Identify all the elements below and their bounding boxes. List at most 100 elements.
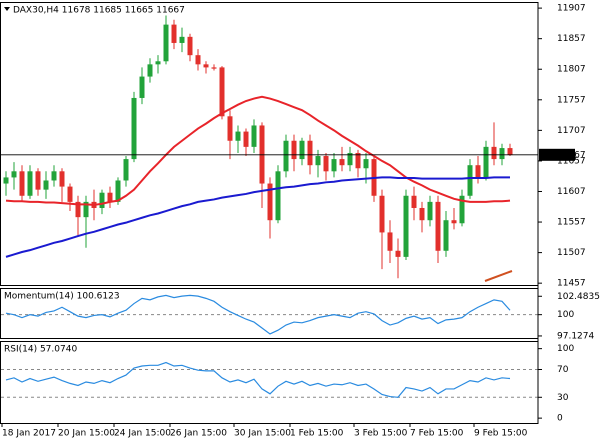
candle-body <box>491 146 497 160</box>
indicator-line <box>5 176 510 258</box>
candle-body <box>187 36 193 56</box>
candle-body <box>331 159 337 172</box>
x-tick-label: 26 Jan 15:00 <box>170 429 227 439</box>
candle-body <box>59 171 65 187</box>
y-tick-label: 100 <box>557 310 574 320</box>
candle-body <box>339 159 345 166</box>
candle-body <box>299 140 305 160</box>
candle-body <box>275 171 281 221</box>
candle-body <box>475 165 481 178</box>
candle-body <box>107 192 113 202</box>
title-bg <box>2 4 172 15</box>
x-tick-label: 30 Jan 15:00 <box>234 429 291 439</box>
candle-body <box>115 180 121 202</box>
candle-body <box>243 131 249 147</box>
x-tick-label: 9 Feb 15:00 <box>474 429 528 439</box>
x-tick-label: 1 Feb 15:00 <box>290 429 344 439</box>
candle-body <box>75 201 81 218</box>
candle-body <box>443 220 449 251</box>
candle-body <box>147 64 153 77</box>
x-tick-label: 24 Jan 15:00 <box>114 429 171 439</box>
candle-body <box>99 192 105 208</box>
indicator-line <box>5 95 511 206</box>
candle-body <box>131 97 137 160</box>
candle-body <box>315 156 321 166</box>
y-tick-label: 0 <box>557 414 563 424</box>
candle-body <box>379 195 385 233</box>
candle-body <box>435 201 441 251</box>
candle-body <box>427 201 433 221</box>
x-tick-label: 3 Feb 15:00 <box>354 429 408 439</box>
candle-body <box>123 159 129 181</box>
candle-body <box>179 36 185 43</box>
candle-body <box>283 140 289 172</box>
candle-body <box>83 201 89 218</box>
indicator-line <box>5 294 511 335</box>
candle-body <box>411 195 417 208</box>
candle-body <box>211 67 217 69</box>
candle-body <box>323 156 329 172</box>
candle-body <box>155 61 161 65</box>
candle-body <box>251 125 257 147</box>
symbol-icon <box>4 7 10 11</box>
candle-body <box>235 131 241 141</box>
candle-body <box>363 159 369 169</box>
last-price-label: 11667 <box>557 150 586 160</box>
candle-body <box>195 55 201 65</box>
candle-body <box>219 67 225 117</box>
y-tick-label: 97.1274 <box>557 331 594 341</box>
y-tick-label: 11757 <box>557 95 586 105</box>
candle-body <box>3 177 9 184</box>
candle-body <box>19 171 25 196</box>
y-tick-label: 102.4835 <box>557 292 600 302</box>
candle-body <box>499 148 505 160</box>
y-tick-label: 30 <box>557 393 569 403</box>
candle-body <box>35 171 41 190</box>
y-tick-label: 11507 <box>557 248 586 258</box>
panel-title: RSI(14) 57.0740 <box>4 345 77 355</box>
candle-body <box>507 148 513 155</box>
candle-body <box>347 152 353 166</box>
candle-body <box>67 186 73 202</box>
candle-body <box>203 64 209 68</box>
y-tick-label: 11907 <box>557 4 586 14</box>
candle-body <box>451 220 457 224</box>
y-tick-label: 11657 <box>557 156 586 166</box>
y-tick-label: 70 <box>557 365 569 375</box>
candle-body <box>459 195 465 224</box>
x-tick-label: 18 Jan 2017 <box>2 429 56 439</box>
y-tick-label: 11457 <box>557 279 586 289</box>
y-tick-label: 11607 <box>557 187 586 197</box>
candle-body <box>51 171 57 181</box>
panel-title: Momentum(14) 100.6123 <box>4 292 120 302</box>
candle-body <box>43 180 49 190</box>
candle-body <box>27 171 33 196</box>
y-tick-label: 11557 <box>557 218 586 228</box>
candle-body <box>403 195 409 257</box>
y-tick-label: 11707 <box>557 126 586 136</box>
candle-body <box>171 24 177 43</box>
indicator-line <box>5 361 511 398</box>
candle-body <box>355 152 361 169</box>
candle-body <box>483 146 489 178</box>
x-tick-label: 7 Feb 15:00 <box>410 429 464 439</box>
y-tick-label: 11857 <box>557 34 586 44</box>
candle-body <box>11 171 17 178</box>
candle-body <box>467 165 473 196</box>
last-price-box <box>539 148 575 161</box>
candle-body <box>419 207 425 221</box>
candle-body <box>267 183 273 221</box>
candle-body <box>227 116 233 141</box>
candle-body <box>307 140 313 166</box>
candle-body <box>163 24 169 62</box>
candle-body <box>291 140 297 160</box>
x-tick-label: 20 Jan 15:00 <box>58 429 115 439</box>
candle-body <box>387 232 393 251</box>
y-tick-label: 100 <box>557 344 574 354</box>
candle-body <box>395 250 401 257</box>
panel-title: DAX30,H4 11678 11685 11665 11667 <box>13 6 185 16</box>
y-tick-label: 11807 <box>557 65 586 75</box>
indicator-fragment <box>484 270 513 282</box>
